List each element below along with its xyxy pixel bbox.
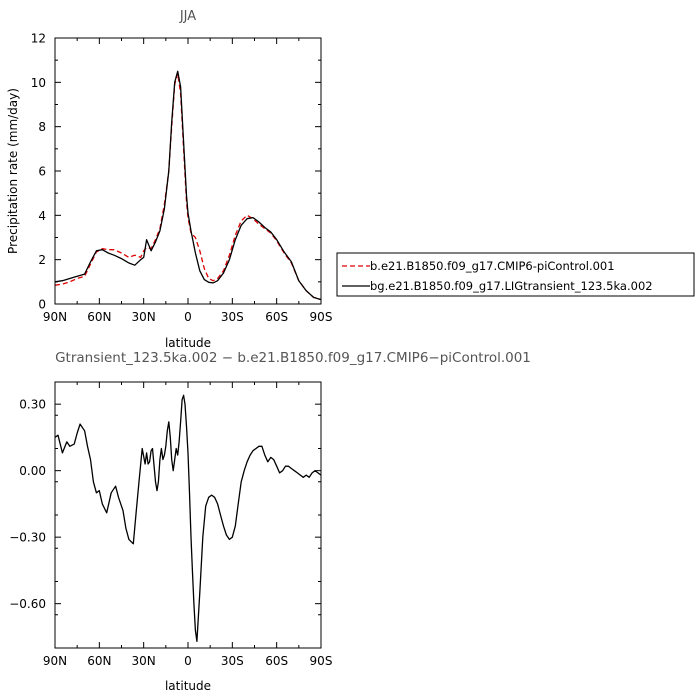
top-xtick-label: 30S [221,310,244,324]
bottom-xtick-label: 30N [132,654,156,668]
top-panel-curves [54,70,322,301]
bottom-panel-ticks: 90N 60N 30N 0 30S 60S 90S 0.30 0.00 −0.30 −0.60 [9,381,333,668]
bottom-panel-title: Gtransient_123.5ka.002 − b.e21.B1850.f09… [55,350,531,366]
bottom-series-line-0 [54,394,322,643]
top-panel-ylabel: Precipitation rate (mm/day) [6,88,20,254]
top-ytick-label: 2 [38,253,46,267]
bottom-xtick-label: 60S [265,654,288,668]
top-panel: JJA 90N 60N 30N 0 30S 60S 90S 0 2 4 6 8 10 12 latitud… [6,9,332,350]
top-ytick-label: 8 [38,120,46,134]
top-xtick-label: 90N [43,310,67,324]
legend-label-control: b.e21.B1850.f09_g17.CMIP6-piControl.001 [370,259,615,273]
top-xtick-label: 30N [132,310,156,324]
top-ytick-label: 6 [38,165,46,179]
top-series-line-1 [54,70,322,301]
bottom-panel-curves [54,394,322,643]
top-panel-xlabel: latitude [165,336,211,350]
bottom-xtick-label: 60N [87,654,111,668]
legend-box [336,252,695,297]
bottom-panel-frame [54,381,322,649]
bottom-xtick-label: 30S [221,654,244,668]
top-panel-ticks: 90N 60N 30N 0 30S 60S 90S 0 2 4 6 8 10 12 [31,32,333,325]
top-series-line-0 [54,72,322,301]
legend-label-transient: bg.e21.B1850.f09_g17.LIGtransient_123.5k… [370,279,653,293]
top-ytick-label: 4 [38,209,46,223]
top-xtick-label: 0 [184,310,192,324]
bottom-xtick-label: 90S [310,654,333,668]
top-ytick-label: 12 [31,32,46,46]
bottom-ytick-label: 0.00 [19,464,46,478]
top-ytick-label: 0 [38,298,46,312]
top-xtick-label: 60N [87,310,111,324]
bottom-ytick-label: 0.30 [19,398,46,412]
top-xtick-label: 60S [265,310,288,324]
bottom-ytick-label: −0.60 [9,597,46,611]
legend: b.e21.B1850.f09_g17.CMIP6-piControl.001 … [336,252,695,297]
bottom-ytick-label: −0.30 [9,531,46,545]
bottom-panel: Gtransient_123.5ka.002 − b.e21.B1850.f09… [9,350,531,693]
top-panel-frame [54,37,322,305]
top-panel-title: JJA [179,9,196,24]
bottom-xtick-label: 90N [43,654,67,668]
bottom-xtick-label: 0 [184,654,192,668]
top-ytick-label: 10 [31,76,46,90]
top-xtick-label: 90S [310,310,333,324]
bottom-panel-xlabel: latitude [165,679,211,693]
